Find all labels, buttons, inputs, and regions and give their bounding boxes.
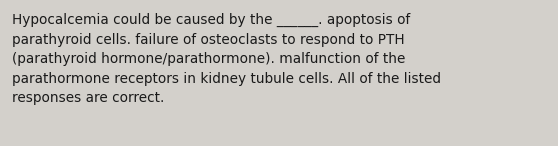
Text: Hypocalcemia could be caused by the ______. apoptosis of
parathyroid cells. fail: Hypocalcemia could be caused by the ____… xyxy=(12,13,441,105)
